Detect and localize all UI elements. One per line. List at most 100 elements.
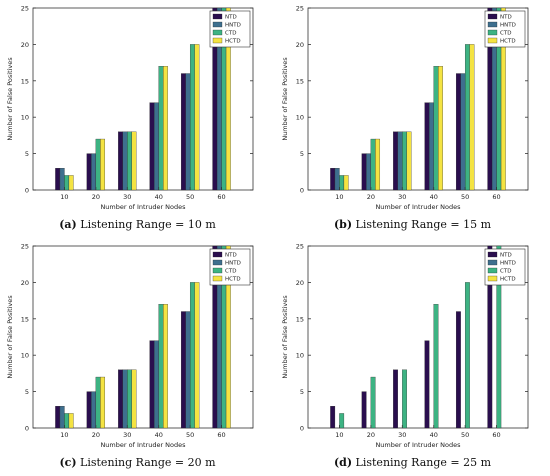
bar-hctd-60 [225,7,231,191]
bar-ntd-40 [149,340,155,429]
y-axis-label: Number of False Positives [281,295,289,379]
x-tick-label: 60 [217,431,225,439]
y-tick-label: 25 [21,243,29,251]
bar-hntd-40 [429,102,434,191]
bar-hctd-10 [343,175,349,191]
bar-ctd-10 [339,175,345,191]
caption-text-d: Listening Range = 25 m [355,456,492,469]
x-tick-label: 10 [335,193,343,201]
x-tick-label: 30 [123,193,131,201]
bar-ntd-40 [424,102,430,191]
x-tick-label: 50 [186,193,194,201]
bar-hctd-10 [68,175,74,191]
legend-swatch-ntd [212,251,223,258]
legend-label-hctd: HCTD [225,277,241,283]
x-tick-label: 20 [92,193,100,201]
y-tick-label: 0 [300,187,304,195]
x-tick-label: 50 [461,431,469,439]
bar-ntd-40 [149,102,155,191]
x-tick-label: 30 [398,193,406,201]
legend-label-hntd: HNTD [500,261,516,267]
y-axis-label: Number of False Positives [6,57,14,141]
bar-ctd-50 [464,44,470,191]
bar-ctd-40 [158,66,164,191]
bar-ntd-20 [86,153,92,191]
bar-hntd-40 [154,102,159,191]
x-tick-label: 60 [492,193,500,201]
caption-text-b: Listening Range = 15 m [355,218,492,231]
bar-ctd-10 [64,413,70,429]
bar-ntd-20 [86,391,92,429]
y-tick-label: 5 [25,150,29,158]
bar-ntd-10 [330,406,336,429]
y-tick-label: 25 [296,243,304,251]
bar-ctd-40 [158,304,164,429]
legend-swatch-hntd [212,21,223,28]
bar-ctd-30 [127,369,132,429]
chart-panel-d: 0 5 10 15 20 25 Number of False Positives 10 20 3… [275,238,550,476]
bar-ctd-10 [64,175,70,191]
caption-text-c: Listening Range = 20 m [80,456,216,469]
y-tick-label: 20 [21,41,29,49]
chart-panel-a: 0 5 10 15 20 25 Number of False Positives 10 20 3… [0,0,275,238]
bar-hntd-20 [91,153,97,191]
legend-label-ctd: CTD [500,31,511,37]
legend-swatch-hntd [487,259,498,266]
bar-ntd-60 [487,245,493,429]
bar-hntd-20 [91,391,97,429]
bar-hntd-10 [59,406,65,429]
bar-hctd-40 [438,66,443,191]
bar-hntd-50 [185,311,191,429]
legend-label-hntd: HNTD [500,23,516,29]
bar-ctd-50 [464,282,470,429]
bar-ntd-50 [180,73,186,191]
chart-panel-b: 0 5 10 15 20 25 Number of False Positives 10 20 3… [275,0,550,238]
bar-ntd-10 [330,168,336,191]
chart-a: 0 5 10 15 20 25 Number of False Positives 10 20 3… [6,5,254,211]
x-tick-label: 10 [60,193,68,201]
bar-hntd-30 [397,131,403,191]
y-tick-label: 10 [296,114,304,122]
y-tick-label: 20 [21,279,29,287]
caption-text-a: Listening Range = 10 m [80,218,216,231]
legend-label-ntd: NTD [500,15,512,21]
bar-hctd-40 [163,304,168,429]
bar-hctd-30 [131,369,137,429]
y-axis-label: Number of False Positives [281,57,289,141]
bar-hctd-20 [100,376,106,429]
bar-hntd-30 [122,131,128,191]
bar-hctd-50 [194,282,200,429]
legend-swatch-hctd [212,37,223,44]
legend-swatch-ntd [487,13,498,20]
bar-ntd-40 [424,340,430,429]
y-tick-label: 5 [25,388,29,396]
chart-c: 0 5 10 15 20 25 Number of False Positives 10 20 3… [6,243,254,449]
bar-ntd-10 [55,406,61,429]
bar-ctd-40 [433,304,439,429]
y-tick-label: 25 [296,5,304,13]
bar-hntd-30 [122,369,128,429]
caption-d: (d) Listening Range = 25 m [275,456,550,469]
x-tick-label: 40 [155,431,163,439]
bar-hctd-30 [406,131,412,191]
panel-label-b: (b) [333,218,353,231]
y-tick-label: 0 [25,425,29,433]
legend-swatch-ntd [212,13,223,20]
x-tick-label: 30 [123,431,131,439]
bar-hntd-50 [185,73,191,191]
bar-hntd-40 [154,340,159,429]
bar-ctd-20 [370,376,376,429]
bar-hntd-10 [59,168,65,191]
panel-label-c: (c) [59,456,77,469]
bar-hctd-20 [375,138,381,191]
x-tick-label: 20 [367,431,375,439]
y-tick-label: 20 [296,279,304,287]
legend-label-hntd: HNTD [225,261,241,267]
bar-ctd-30 [402,369,407,429]
chart-panel-c: 0 5 10 15 20 25 Number of False Positives 10 20 3… [0,238,275,476]
legend-label-hntd: HNTD [225,23,241,29]
bar-ntd-50 [455,311,461,429]
chart-d: 0 5 10 15 20 25 Number of False Positives 10 20 3… [281,243,529,449]
bar-hntd-20 [366,153,372,191]
x-tick-label: 60 [217,193,225,201]
